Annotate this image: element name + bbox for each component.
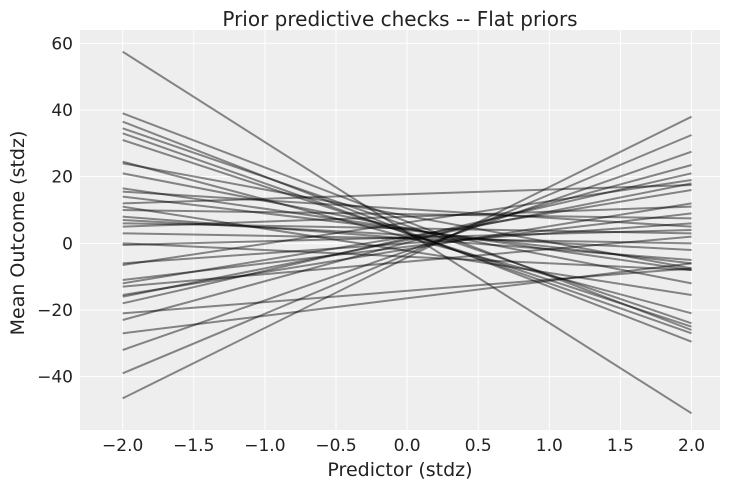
x-tick-label: −0.5 — [315, 436, 356, 456]
x-tick-label: −1.0 — [244, 436, 285, 456]
grid — [80, 30, 720, 430]
prior-line — [122, 187, 692, 271]
prior-line — [122, 182, 692, 298]
prior-line — [122, 112, 692, 331]
prior-line — [122, 212, 692, 281]
y-axis-label: Mean Outcome (stdz) — [7, 131, 29, 336]
prior-line — [122, 209, 692, 220]
prior-line — [122, 189, 692, 285]
prior-line — [122, 267, 692, 315]
x-tick-label: 1.0 — [536, 436, 563, 456]
prior-line — [122, 242, 692, 271]
plot-background — [80, 30, 720, 430]
y-tick-label: 60 — [51, 34, 73, 54]
prior-line — [122, 202, 692, 296]
prior-lines — [122, 50, 693, 415]
prior-line — [122, 127, 692, 325]
prior-line — [122, 160, 692, 315]
x-tick-label: 0.0 — [394, 436, 421, 456]
prior-line — [122, 120, 692, 343]
x-tick-label: −2.0 — [102, 436, 143, 456]
chart-title: Prior predictive checks -- Flat priors — [222, 7, 577, 31]
prior-line — [122, 262, 692, 335]
prior-line — [122, 134, 692, 375]
y-tick-label: 20 — [51, 168, 73, 188]
prior-line — [122, 172, 692, 305]
prior-line — [122, 50, 693, 415]
y-tick-label: −20 — [37, 301, 73, 321]
prior-line — [122, 139, 692, 328]
y-tick-label: −40 — [37, 368, 73, 388]
prior-line — [122, 232, 692, 245]
prior-line — [122, 222, 692, 265]
prior-line — [122, 164, 692, 321]
y-tick-labels: −40 −20 0 20 40 60 — [37, 34, 73, 387]
prior-line — [122, 229, 692, 246]
prior-line — [122, 235, 692, 288]
prior-line — [122, 172, 692, 285]
prior-line — [122, 179, 692, 266]
prior-line — [122, 222, 692, 235]
prior-line — [122, 205, 692, 228]
prior-line — [122, 195, 692, 265]
y-tick-label: 40 — [51, 101, 73, 121]
prior-line — [122, 184, 692, 205]
prior-line — [122, 132, 692, 335]
x-axis-label: Predictor (stdz) — [327, 459, 472, 481]
prior-line — [122, 205, 692, 296]
x-tick-label: −1.5 — [173, 436, 214, 456]
prior-line — [122, 150, 692, 351]
y-tick-label: 0 — [62, 234, 73, 254]
prior-line — [122, 190, 692, 228]
prior-line — [122, 215, 692, 261]
x-tick-label: 0.5 — [465, 436, 492, 456]
prior-line — [122, 162, 692, 270]
x-tick-label: 2.0 — [678, 436, 705, 456]
x-tick-labels: −2.0 −1.5 −1.0 −0.5 0.0 0.5 1.0 1.5 2.0 — [102, 436, 705, 456]
prior-line — [122, 219, 692, 251]
prior-line — [122, 115, 692, 400]
x-tick-label: 1.5 — [607, 436, 634, 456]
